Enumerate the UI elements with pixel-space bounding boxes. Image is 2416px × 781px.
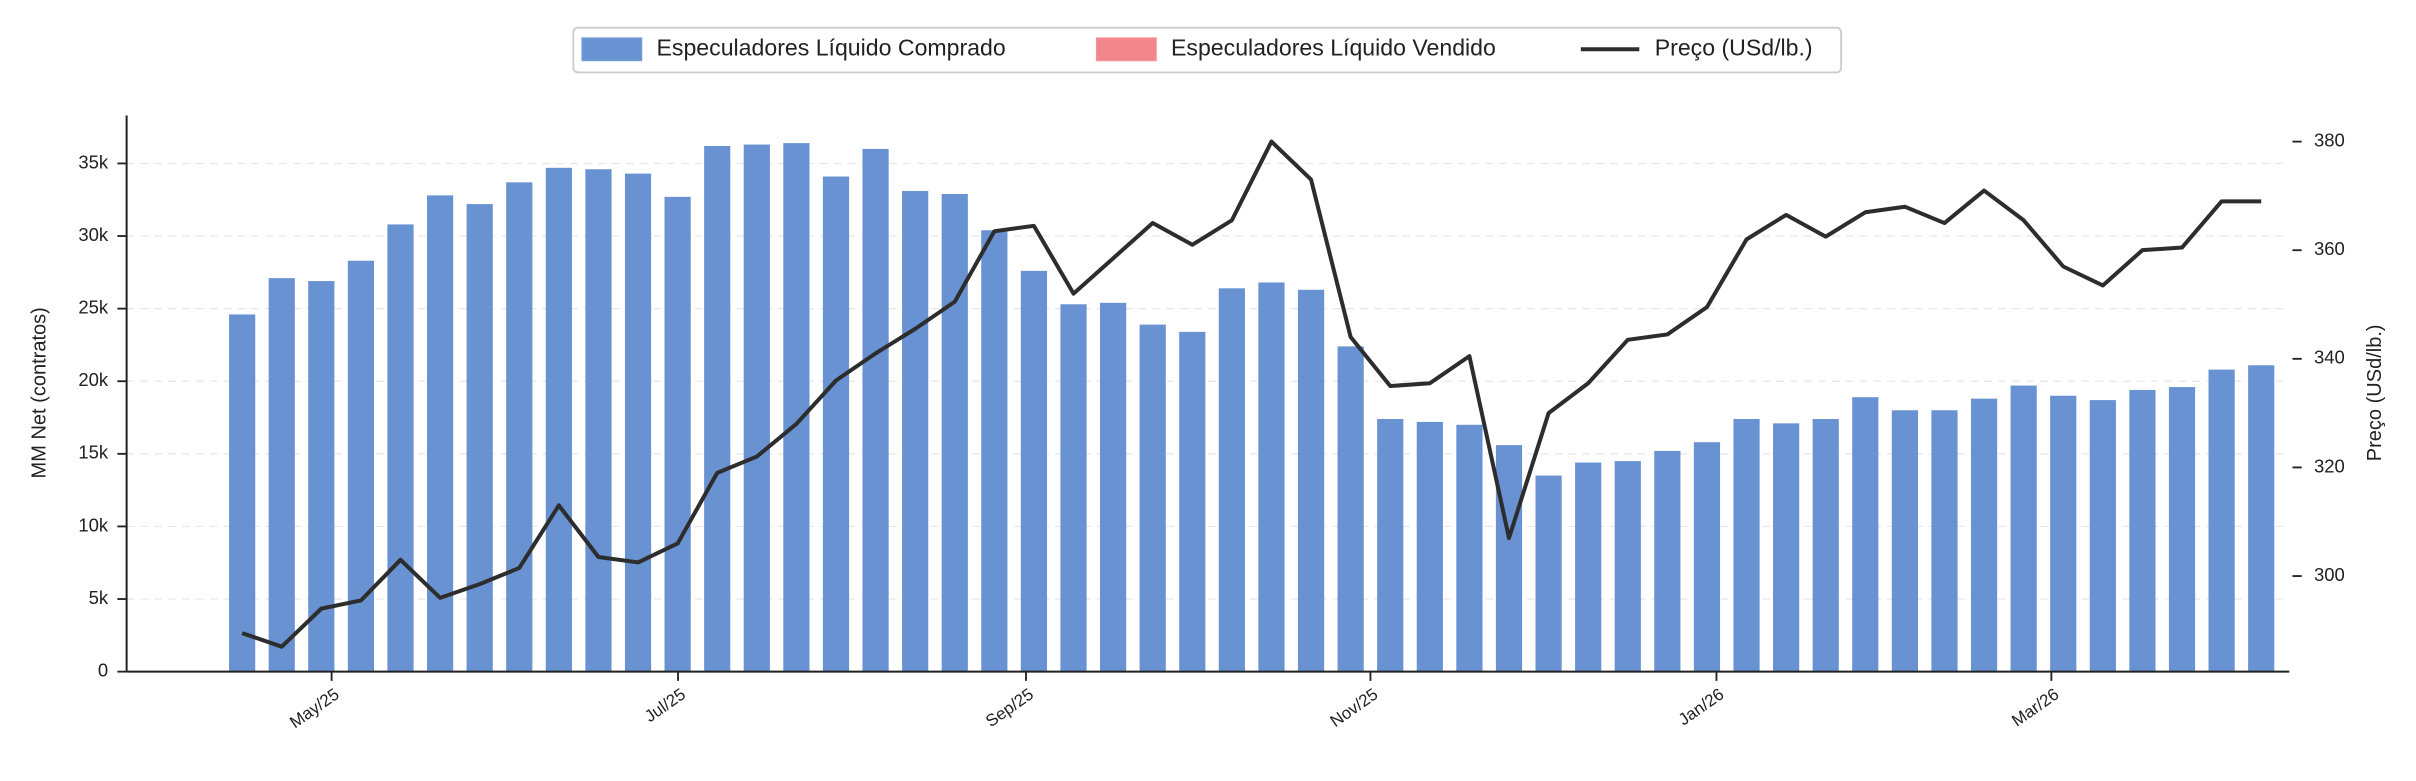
bar (1020, 270, 1048, 672)
y-tick-label: 35k (78, 151, 109, 172)
bar (2089, 400, 2116, 672)
bar (2208, 369, 2235, 672)
y2-tick-label: 300 (2314, 564, 2345, 585)
bar (466, 204, 493, 672)
bar (1179, 331, 1206, 672)
bar (1495, 445, 1523, 672)
bar (862, 148, 889, 672)
bar (1812, 418, 1839, 672)
bar (664, 196, 691, 672)
y-tick-label: 25k (78, 297, 109, 318)
y-tick-label: 10k (78, 514, 109, 535)
bar (347, 260, 375, 672)
x-tick-label: Mar/26 (2008, 685, 2062, 731)
bar (1654, 450, 1681, 672)
bar (1456, 424, 1483, 672)
bar (2129, 389, 2156, 672)
bar (743, 144, 770, 672)
x-tick-label: Sep/25 (982, 685, 1037, 731)
bar (1773, 423, 1800, 672)
y-axis-label: MM Net (contratos) (29, 307, 51, 478)
bar (1258, 282, 1285, 672)
y-tick-label: 5k (89, 587, 109, 608)
bar (704, 146, 731, 672)
bars (229, 143, 2275, 672)
bar (902, 191, 929, 672)
legend-swatch (581, 37, 643, 62)
bar (1535, 475, 1562, 672)
legend-label: Preço (USd/lb.) (1655, 34, 1813, 60)
y2-tick-label: 320 (2314, 455, 2345, 476)
y-tick-label: 0 (98, 660, 108, 681)
x-tick-label: May/25 (286, 685, 342, 732)
bar (387, 224, 414, 672)
bar (981, 230, 1008, 672)
bar (229, 314, 256, 672)
lines (241, 139, 2262, 649)
x-tick-label: Nov/25 (1327, 685, 1382, 731)
bar (941, 193, 968, 672)
y2-tick-label: 340 (2314, 347, 2345, 368)
bar (1139, 324, 1166, 672)
x-tick-label: Jan/26 (1675, 685, 1728, 730)
y-tick-label: 15k (78, 442, 109, 463)
bar (1891, 410, 1918, 672)
bar (1297, 289, 1325, 672)
bar (506, 182, 533, 672)
bar (1377, 418, 1404, 672)
legend-box (572, 26, 1843, 74)
bar (1337, 346, 1364, 672)
price-line (241, 139, 2262, 649)
x-tick-label: Jul/25 (641, 685, 689, 726)
y-tick-label: 20k (78, 369, 109, 390)
bar (1733, 418, 1760, 672)
legend-label: Especuladores Líquido Vendido (1171, 34, 1496, 60)
bar (2248, 365, 2275, 672)
bar (2010, 385, 2037, 672)
bar (1970, 398, 1998, 672)
bar (1416, 421, 1443, 672)
bar (1931, 410, 1958, 672)
bar (2168, 387, 2196, 672)
y2-tick-label: 360 (2314, 238, 2345, 259)
legend-label: Especuladores Líquido Comprado (657, 34, 1006, 60)
bar (1060, 304, 1087, 672)
bar (1100, 302, 1127, 672)
bar (1852, 397, 1879, 672)
bar (1218, 288, 1245, 672)
y2-tick-label: 380 (2314, 129, 2345, 150)
bar (585, 169, 612, 672)
bar (783, 143, 810, 672)
bar (624, 173, 652, 672)
y-tick-label: 30k (78, 224, 109, 245)
bar (1614, 461, 1641, 672)
y2-axis-label: Preço (USd/lb.) (2364, 324, 2386, 461)
bar (822, 176, 850, 672)
bar (268, 278, 295, 672)
bar (2050, 395, 2077, 672)
bar (308, 281, 335, 672)
bar (427, 195, 454, 672)
legend: Especuladores Líquido Comprado Especulado… (572, 26, 1843, 74)
legend-swatch (1095, 37, 1157, 62)
bar (1693, 442, 1721, 672)
bar (1575, 462, 1602, 672)
bar (545, 167, 572, 672)
